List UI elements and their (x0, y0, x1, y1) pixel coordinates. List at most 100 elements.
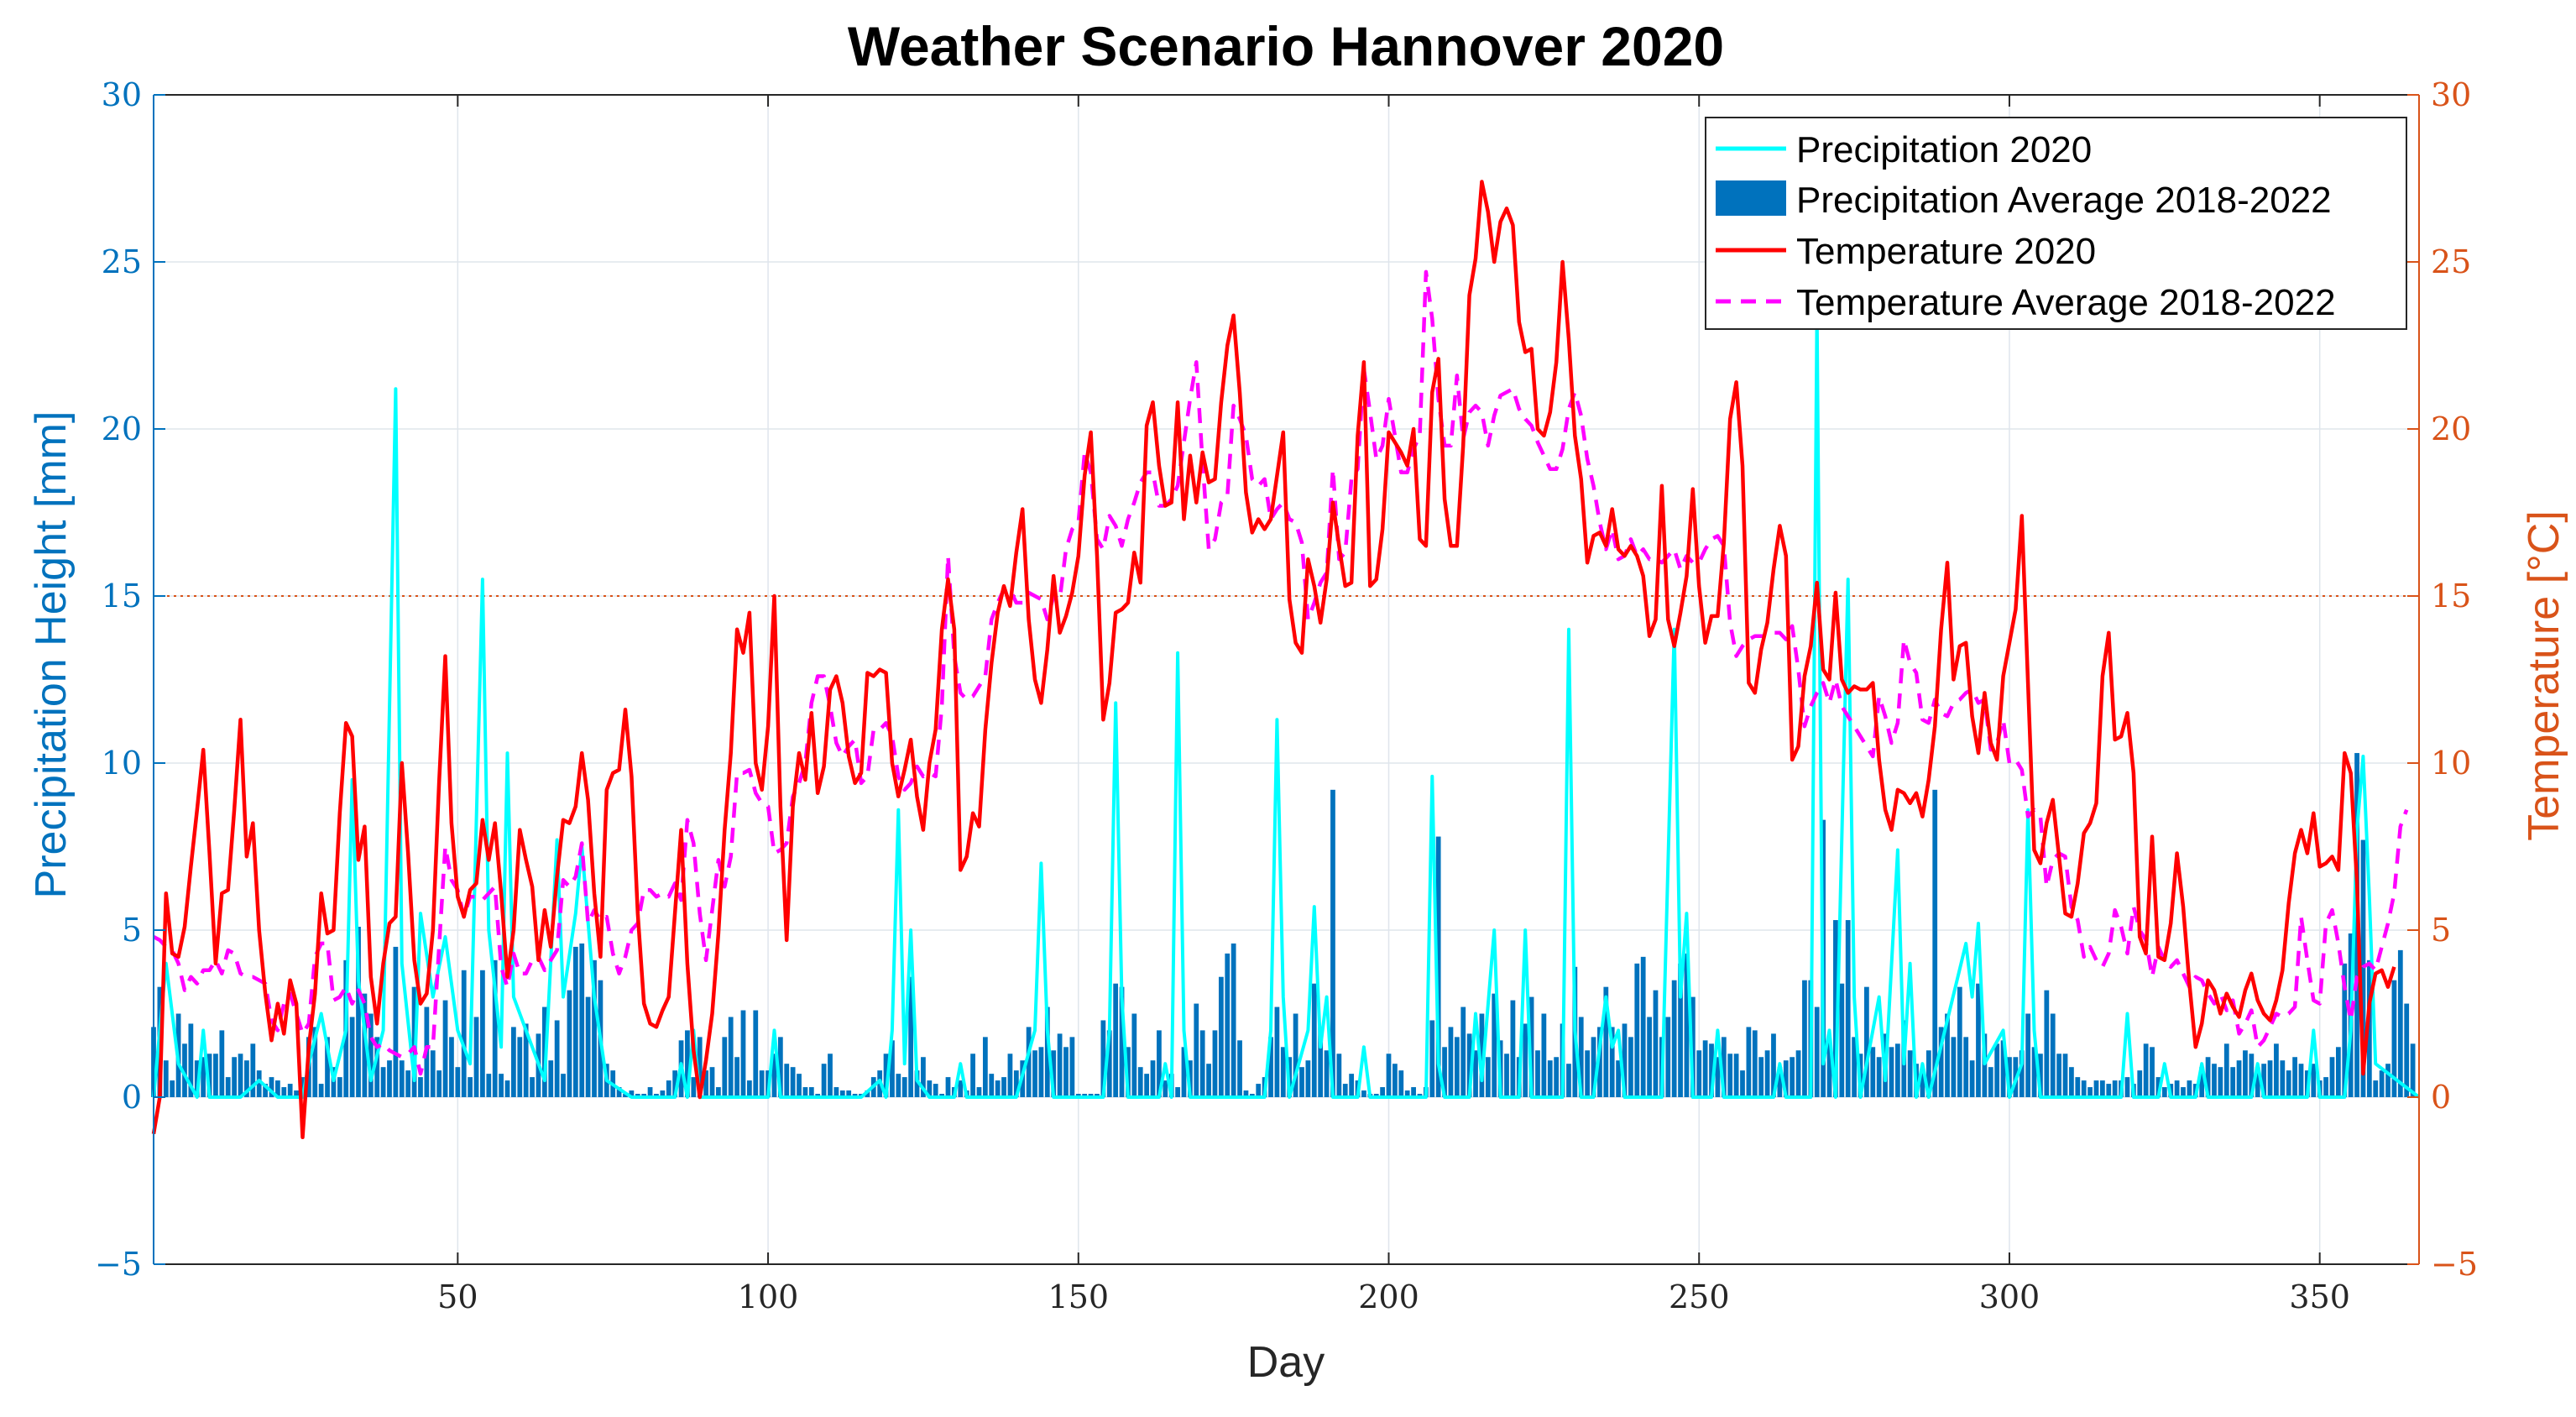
y-right-tick-label: 0 (2431, 1079, 2451, 1116)
precip-avg-bar (734, 1057, 739, 1097)
precip-avg-bar (802, 1087, 808, 1097)
precip-avg-bar (1696, 1050, 1702, 1097)
precip-avg-bar (2218, 1067, 2223, 1097)
precip-avg-bar (2274, 1043, 2279, 1097)
precip-avg-bar (1795, 1050, 1801, 1097)
precip-avg-bar (1640, 956, 1646, 1097)
precip-avg-bar (1814, 1007, 1820, 1097)
precip-avg-bar (2373, 1080, 2379, 1097)
precip-avg-bar (1870, 1047, 1876, 1097)
x-tick-label: 150 (1048, 1278, 1110, 1315)
precip-avg-bar (1336, 1054, 1342, 1097)
precip-avg-bar (232, 1057, 238, 1097)
precip-avg-bar (1150, 1060, 1156, 1097)
tick-labels: 50 100 150 200 250 300 350 −5 0 5 10 15 20 25 30 −5 0 5 10… (95, 76, 2478, 1315)
precip-avg-bar (1342, 1084, 1348, 1097)
y-left-tick-label: 30 (102, 76, 142, 113)
precip-avg-bar (2075, 1077, 2081, 1097)
precip-avg-bar (1485, 1057, 1491, 1097)
precip-avg-bar (1411, 1087, 1416, 1097)
y-left-tick-label: 10 (102, 745, 142, 782)
precip-avg-bar (839, 1090, 845, 1097)
precip-avg-bar (1026, 1027, 1032, 1097)
precip-avg-bar (982, 1037, 988, 1097)
precip-avg-bar (1144, 1074, 1150, 1097)
precip-avg-bar (945, 1077, 951, 1097)
y-left-tick-label: 25 (102, 243, 142, 280)
precip-avg-bar (442, 1000, 448, 1097)
precip-avg-bar (2087, 1087, 2093, 1097)
precip-avg-bar (771, 1054, 777, 1097)
precip-avg-bar (325, 1037, 330, 1097)
precip-avg-bar (1665, 1017, 1671, 1097)
precip-avg-bar (828, 1054, 833, 1097)
precip-avg-bar (2031, 1047, 2037, 1097)
precip-avg-bar (387, 1060, 392, 1097)
precip-avg-bar (1578, 1017, 1584, 1097)
y-right-tick-label: 25 (2431, 243, 2471, 280)
y-left-tick-label: 0 (122, 1079, 142, 1116)
precip-avg-bar (2187, 1080, 2192, 1097)
precip-avg-bar (1386, 1054, 1392, 1097)
precip-avg-bar (691, 1077, 697, 1097)
precip-avg-bar (629, 1090, 635, 1097)
precip-avg-bar (896, 1074, 901, 1097)
precip-avg-bar (1826, 1040, 1832, 1097)
precip-avg-bar (2056, 1054, 2062, 1097)
precip-avg-bar (1609, 1027, 1615, 1097)
precip-avg-bar (1945, 1013, 1950, 1097)
precip-avg-bar (2069, 1067, 2074, 1097)
precip-avg-bar (1889, 1047, 1894, 1097)
precip-avg-bar (201, 1057, 206, 1097)
precip-avg-bar (2181, 1087, 2186, 1097)
precip-avg-bar (1777, 1067, 1783, 1097)
precip-avg-bar (722, 1037, 728, 1097)
precip-avg-bar (380, 1067, 386, 1097)
precip-avg-bar (958, 1080, 964, 1097)
precip-avg-bar (1299, 1067, 1304, 1097)
precip-avg-bar (2249, 1054, 2255, 1097)
precip-avg-bar (808, 1087, 814, 1097)
precip-avg-bar (294, 1090, 299, 1097)
precip-avg-bar (2150, 1047, 2155, 1097)
precip-avg-bar (170, 1080, 175, 1097)
precip-avg-bar (1764, 1050, 1770, 1097)
precip-avg-bar (1007, 1054, 1013, 1097)
precip-avg-bar (784, 1064, 790, 1097)
precip-avg-bar (1069, 1037, 1075, 1097)
precip-avg-bar (455, 1067, 461, 1097)
precip-avg-bar (393, 946, 399, 1097)
y-left-tick-label: 20 (102, 410, 142, 447)
precip-avg-bar (250, 1043, 256, 1097)
precip-avg-bar (1113, 983, 1119, 1097)
precip-avg-bar (572, 946, 578, 1097)
precip-avg-bar (927, 1080, 933, 1097)
precip-avg-bar (660, 1090, 666, 1097)
y-right-tick-label: 30 (2431, 76, 2471, 113)
precip-avg-bar (2007, 1057, 2012, 1097)
precip-avg-bar (914, 1070, 920, 1097)
precip-avg-bar (1876, 1057, 1882, 1097)
precip-avg-bar (1951, 1037, 1957, 1097)
precip-avg-bar (486, 1074, 492, 1097)
precip-avg-bar (219, 1030, 225, 1097)
precip-avg-bar (623, 1094, 628, 1097)
precip-avg-bar (1969, 1060, 1975, 1097)
legend: Precipitation 2020 Precipitation Average… (1705, 117, 2407, 330)
precip-avg-bar (1702, 1040, 1708, 1097)
precip-avg-bar (797, 1074, 802, 1097)
precip-avg-bar (1057, 1033, 1063, 1097)
precip-avg-bar (1206, 1064, 1211, 1097)
legend-label-temp-2020: Temperature 2020 (1796, 231, 2096, 272)
precip-avg-bar (2212, 1064, 2217, 1097)
precip-avg-bar (1032, 1050, 1037, 1097)
precip-avg-bar (499, 1074, 504, 1097)
precip-avg-bar (1907, 1050, 1913, 1097)
precip-avg-bar (908, 976, 914, 1097)
precip-avg-bar (1051, 1050, 1057, 1097)
x-tick-label: 100 (738, 1278, 799, 1315)
precip-avg-bar (238, 1054, 243, 1097)
precip-avg-bar (1647, 1017, 1652, 1097)
precip-avg-bar (1013, 1070, 1019, 1097)
precip-avg-bar (1361, 1090, 1366, 1097)
